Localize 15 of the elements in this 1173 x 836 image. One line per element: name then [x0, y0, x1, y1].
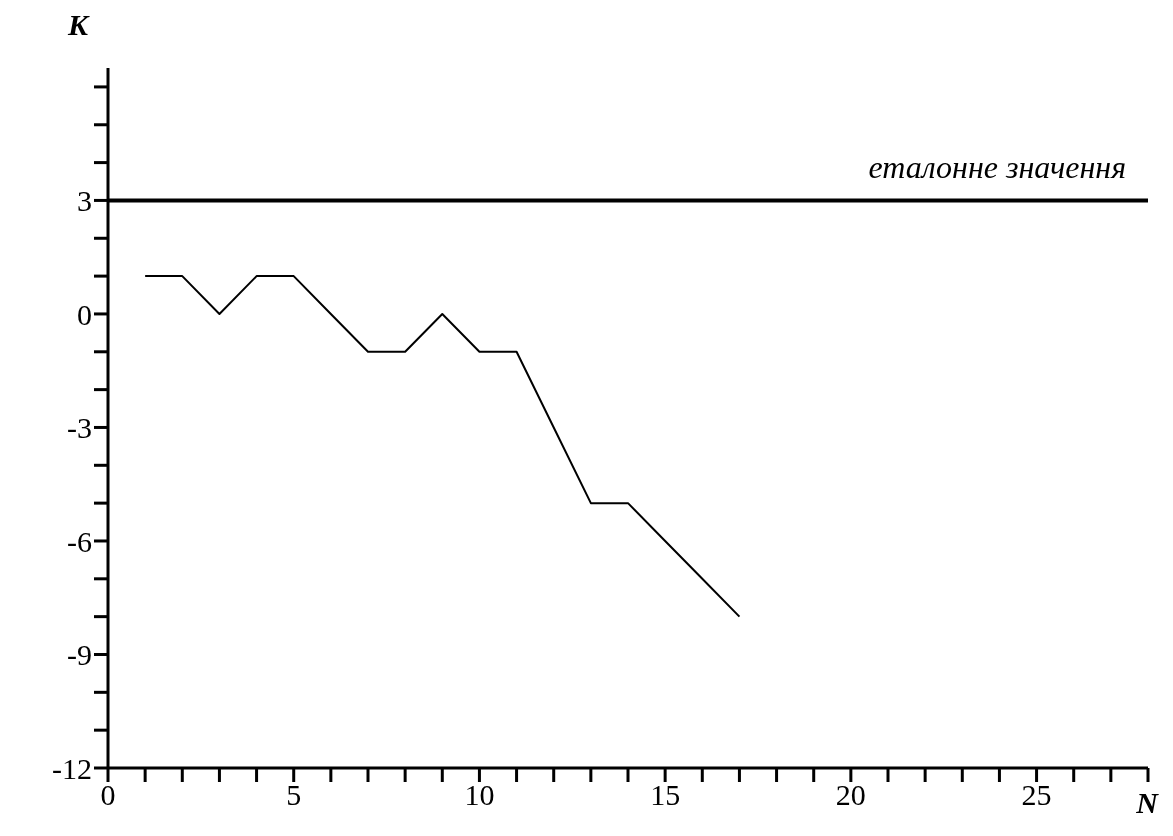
x-tick-label: 20	[835, 778, 866, 812]
x-axis-title: N	[1136, 786, 1158, 820]
y-tick-label: 3	[77, 184, 92, 218]
y-tick-label: -3	[67, 411, 92, 445]
x-tick-label: 15	[650, 778, 681, 812]
y-axis-title: K	[68, 8, 89, 42]
y-tick-label: -9	[67, 638, 92, 672]
x-tick-label: 10	[464, 778, 495, 812]
y-tick-label: -12	[52, 751, 92, 785]
x-tick-label: 5	[286, 778, 302, 812]
x-tick-label: 25	[1021, 778, 1052, 812]
y-tick-label: -6	[67, 524, 92, 558]
x-tick-label: 0	[100, 778, 116, 812]
y-tick-label: 0	[77, 297, 92, 331]
ref-line-label: еталонне значення	[868, 149, 1126, 186]
